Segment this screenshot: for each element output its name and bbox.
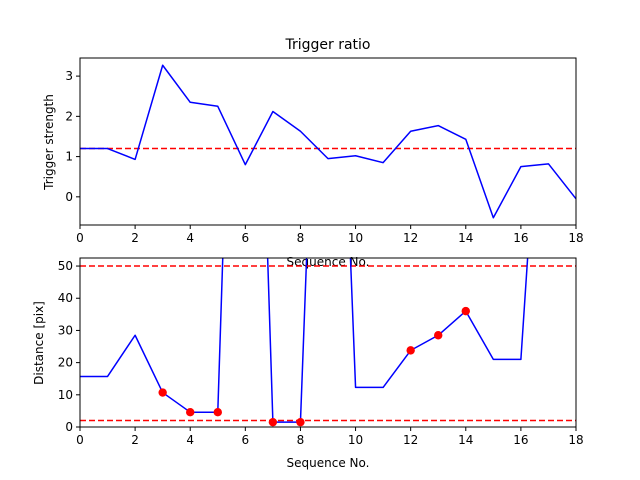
- bottom-ytick-label: 20: [58, 356, 73, 370]
- bottom-ytick-label: 30: [58, 323, 73, 337]
- top-ytick-label: 1: [65, 150, 73, 164]
- bottom-marker-point: [213, 407, 222, 417]
- top-chart-ylabel: Trigger strength: [42, 94, 56, 191]
- bottom-axes-frame: [79, 257, 577, 428]
- bottom-xtick-label: 18: [568, 433, 583, 447]
- top-plot-area: [80, 64, 576, 219]
- top-xtick-label: 10: [348, 231, 363, 245]
- bottom-xtick-label: 2: [131, 433, 139, 447]
- bottom-xtick-label: 6: [242, 433, 250, 447]
- bottom-chart-ylabel: Distance [pix]: [32, 301, 46, 385]
- top-xtick-label: 18: [568, 231, 583, 245]
- bottom-marker-point: [406, 346, 415, 355]
- top-xtick-label: 6: [242, 231, 250, 245]
- top-ytick-label: 0: [65, 190, 73, 204]
- bottom-series-line-0: [80, 258, 529, 423]
- bottom-xtick-label: 14: [458, 433, 473, 447]
- bottom-marker-point: [434, 331, 443, 340]
- top-xtick-label: 14: [458, 231, 473, 245]
- bottom-marker-point: [461, 306, 470, 316]
- top-chart-xlabel: Sequence No.: [287, 255, 370, 269]
- top-chart-title: Trigger ratio: [284, 37, 370, 53]
- bottom-xtick-label: 10: [348, 433, 363, 447]
- bottom-marker-point: [296, 417, 305, 427]
- bottom-plot-area: [80, 258, 576, 427]
- bottom-ytick-label: 0: [65, 420, 73, 434]
- top-xtick-label: 12: [403, 231, 418, 245]
- bottom-chart-axes: 0 2 4 6 8 10 12 14 16 18 0 10 20 30 40 50: [58, 257, 584, 447]
- top-xtick-label: 16: [513, 231, 528, 245]
- bottom-ytick-label: 50: [58, 259, 73, 273]
- bottom-xtick-label: 4: [186, 433, 194, 447]
- top-ytick-label: 3: [65, 69, 73, 83]
- bottom-chart-xlabel: Sequence No.: [287, 456, 370, 470]
- top-xtick-label: 2: [131, 231, 139, 245]
- bottom-xtick-label: 12: [403, 433, 418, 447]
- bottom-ytick-label: 40: [58, 291, 73, 305]
- top-xtick-label: 0: [76, 231, 84, 245]
- top-xtick-label: 8: [297, 231, 305, 245]
- bottom-marker-point: [186, 407, 195, 417]
- top-xtick-label: 4: [186, 231, 194, 245]
- bottom-xtick-label: 0: [76, 433, 84, 447]
- bottom-marker-point: [158, 388, 167, 397]
- top-ytick-label: 2: [65, 109, 73, 123]
- bottom-ytick-label: 10: [58, 388, 73, 402]
- bottom-xtick-label: 16: [513, 433, 528, 447]
- bottom-marker-point: [268, 417, 278, 427]
- bottom-xtick-label: 8: [297, 433, 305, 447]
- top-series-line-0: [80, 64, 576, 219]
- top-axes-frame: [79, 57, 577, 226]
